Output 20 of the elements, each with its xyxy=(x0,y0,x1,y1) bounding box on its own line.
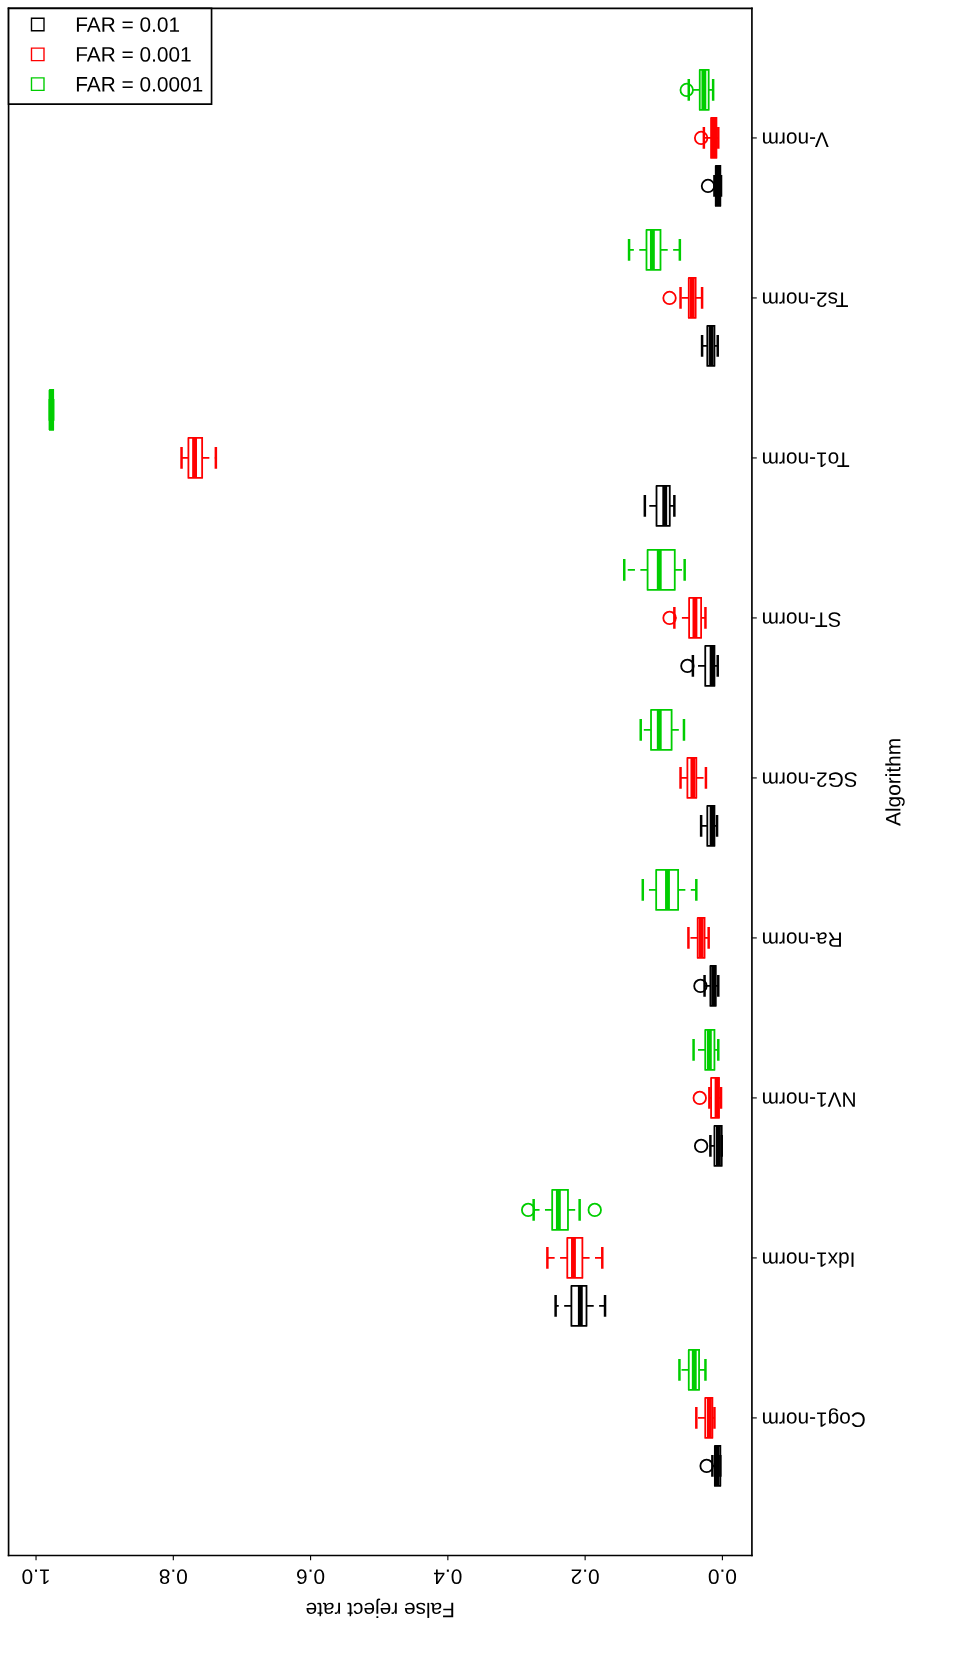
x-tick-label: 0.6 xyxy=(297,1569,325,1585)
y-tick-label: SG2-norm xyxy=(763,772,857,788)
y-tick-label: Ts2-norm xyxy=(763,292,848,308)
legend-label: FAR = 0.01 xyxy=(76,17,180,32)
x-tick-label: 0.0 xyxy=(708,1569,737,1585)
y-tick-label: To1-norm xyxy=(763,452,850,467)
x-tick-label: 1.0 xyxy=(22,1569,49,1585)
x-axis-title: False reject rate xyxy=(306,1598,454,1618)
x-tick-label: 0.4 xyxy=(433,1569,462,1585)
legend-label: FAR = 0.001 xyxy=(76,47,191,62)
x-tick-label: 0.8 xyxy=(159,1569,187,1585)
y-tick-label: Cog1-norm xyxy=(763,1408,865,1428)
y-tick-label: Idx1-norm xyxy=(763,1252,854,1268)
y-tick-label: Ra-norm xyxy=(763,932,841,947)
x-tick-label: 0.2 xyxy=(571,1569,599,1585)
y-tick-label: ST-norm xyxy=(763,612,841,628)
y-tick-label: NV1-norm xyxy=(763,1092,855,1107)
legend-label: FAR = 0.0001 xyxy=(76,76,203,92)
y-tick-label: V-norm xyxy=(763,132,829,147)
y-axis-title: Algorithm xyxy=(885,739,905,826)
